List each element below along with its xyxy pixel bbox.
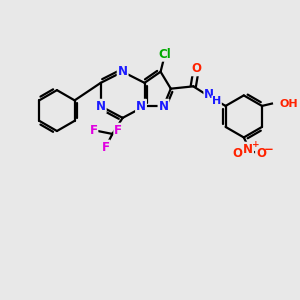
Text: +: +	[252, 140, 259, 149]
Text: Cl: Cl	[159, 48, 171, 61]
Text: O: O	[232, 147, 242, 160]
Text: O: O	[191, 62, 201, 75]
Text: N: N	[158, 100, 169, 113]
Text: OH: OH	[280, 99, 298, 109]
Text: N: N	[243, 142, 253, 156]
Text: F: F	[102, 141, 110, 154]
Text: O: O	[256, 147, 266, 160]
Text: H: H	[212, 96, 221, 106]
Text: F: F	[114, 124, 122, 136]
Text: N: N	[204, 88, 214, 101]
Text: N: N	[118, 65, 128, 78]
Text: F: F	[89, 124, 98, 136]
Text: N: N	[96, 100, 106, 113]
Text: −: −	[264, 143, 274, 157]
Text: N: N	[136, 100, 146, 113]
